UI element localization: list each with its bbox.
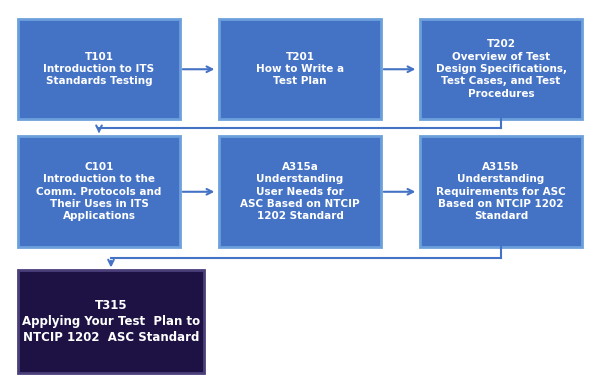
Text: T201
How to Write a
Test Plan: T201 How to Write a Test Plan (256, 52, 344, 86)
Text: T202
Overview of Test
Design Specifications,
Test Cases, and Test
Procedures: T202 Overview of Test Design Specificati… (436, 39, 566, 99)
Text: T315
Applying Your Test  Plan to
NTCIP 1202  ASC Standard: T315 Applying Your Test Plan to NTCIP 12… (22, 300, 200, 344)
FancyBboxPatch shape (420, 136, 582, 247)
FancyBboxPatch shape (219, 19, 381, 119)
FancyBboxPatch shape (420, 19, 582, 119)
FancyBboxPatch shape (18, 270, 204, 373)
FancyBboxPatch shape (18, 19, 180, 119)
Text: A315a
Understanding
User Needs for
ASC Based on NTCIP
1202 Standard: A315a Understanding User Needs for ASC B… (240, 162, 360, 221)
FancyBboxPatch shape (219, 136, 381, 247)
Text: A315b
Understanding
Requirements for ASC
Based on NTCIP 1202
Standard: A315b Understanding Requirements for ASC… (436, 162, 566, 221)
Text: C101
Introduction to the
Comm. Protocols and
Their Uses in ITS
Applications: C101 Introduction to the Comm. Protocols… (37, 162, 161, 221)
FancyBboxPatch shape (18, 136, 180, 247)
Text: T101
Introduction to ITS
Standards Testing: T101 Introduction to ITS Standards Testi… (43, 52, 155, 86)
